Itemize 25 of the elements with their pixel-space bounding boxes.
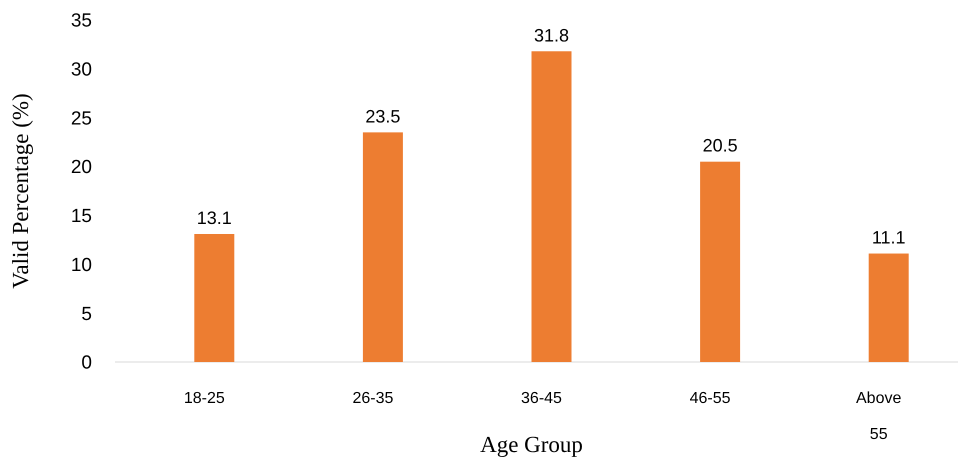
bar — [362, 132, 403, 362]
bar — [868, 254, 909, 362]
y-tick-label: 5 — [81, 304, 92, 325]
data-label: 20.5 — [702, 136, 738, 156]
y-tick-label: 10 — [70, 254, 92, 276]
y-tick-label: 30 — [70, 60, 92, 81]
data-label: 23.5 — [365, 106, 400, 126]
x-tick-label: 26-35 — [352, 390, 394, 407]
y-tick-label: 35 — [70, 10, 92, 32]
x-tick-label: Above 55 — [856, 390, 902, 443]
y-tick-label: 0 — [81, 352, 92, 374]
y-tick-label: 15 — [70, 206, 92, 228]
bar — [194, 234, 234, 362]
x-axis-title: Age Group — [480, 432, 583, 457]
data-label: 13.1 — [196, 208, 232, 228]
y-tick-label: 25 — [70, 108, 92, 130]
x-tick-label: 18-25 — [184, 390, 225, 407]
data-label: 31.8 — [534, 25, 570, 46]
y-tick-label: 20 — [70, 157, 92, 178]
x-tick-label: 36-45 — [521, 390, 562, 407]
x-tick-label: 46-55 — [690, 390, 731, 407]
data-label: 11.1 — [872, 228, 906, 248]
y-axis-title: Valid Percentage (%) — [8, 93, 33, 289]
bar — [700, 162, 740, 362]
bar — [532, 51, 572, 362]
